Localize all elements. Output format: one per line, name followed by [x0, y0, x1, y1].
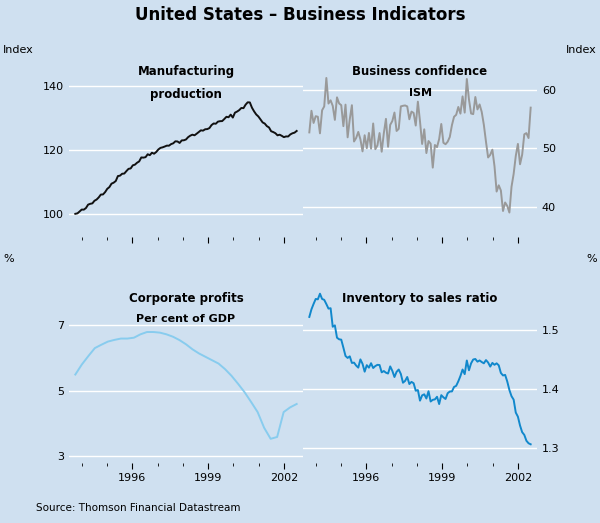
Text: ISM: ISM — [409, 88, 431, 98]
Text: Index: Index — [3, 45, 34, 55]
Text: Per cent of GDP: Per cent of GDP — [136, 314, 236, 324]
Text: %: % — [3, 254, 14, 264]
Text: production: production — [150, 88, 222, 101]
Text: Source: Thomson Financial Datastream: Source: Thomson Financial Datastream — [36, 503, 241, 513]
Text: %: % — [586, 254, 597, 264]
Text: Manufacturing: Manufacturing — [137, 65, 235, 78]
Text: United States – Business Indicators: United States – Business Indicators — [135, 6, 465, 24]
Text: Corporate profits: Corporate profits — [128, 291, 244, 304]
Text: Inventory to sales ratio: Inventory to sales ratio — [343, 291, 497, 304]
Text: Business confidence: Business confidence — [352, 65, 488, 78]
Text: Index: Index — [566, 45, 597, 55]
